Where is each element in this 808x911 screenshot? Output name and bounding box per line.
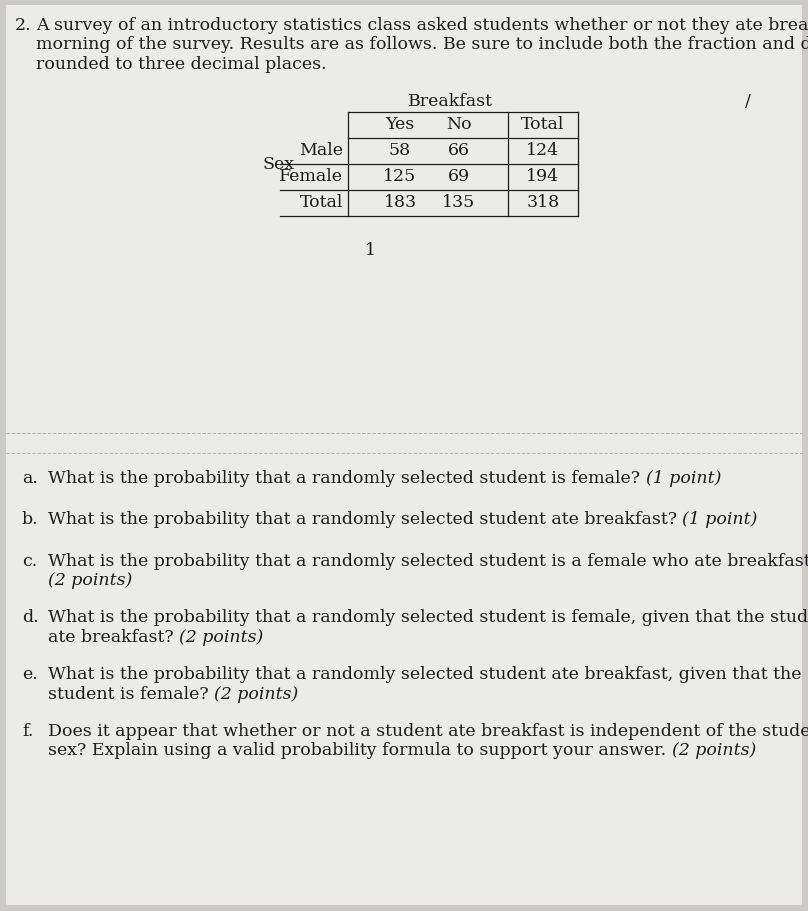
Text: What is the probability that a randomly selected student ate breakfast, given th: What is the probability that a randomly … bbox=[48, 666, 802, 682]
Text: Male: Male bbox=[299, 142, 343, 159]
Text: 318: 318 bbox=[527, 194, 560, 211]
Text: Breakfast: Breakfast bbox=[407, 93, 493, 110]
Text: student is female?: student is female? bbox=[48, 685, 214, 701]
Text: b.: b. bbox=[22, 511, 39, 527]
Text: 183: 183 bbox=[384, 194, 417, 211]
Text: Total: Total bbox=[300, 194, 343, 211]
Text: No: No bbox=[446, 116, 472, 133]
Text: What is the probability that a randomly selected student is a female who ate bre: What is the probability that a randomly … bbox=[48, 552, 808, 569]
Text: morning of the survey. Results are as follows. Be sure to include both the fract: morning of the survey. Results are as fo… bbox=[36, 36, 808, 54]
Text: A survey of an introductory statistics class asked students whether or not they : A survey of an introductory statistics c… bbox=[36, 17, 808, 34]
Text: (1 point): (1 point) bbox=[683, 511, 758, 527]
Text: 2.: 2. bbox=[15, 17, 32, 34]
Text: Does it appear that whether or not a student ate breakfast is independent of the: Does it appear that whether or not a stu… bbox=[48, 722, 808, 739]
Text: ate breakfast?: ate breakfast? bbox=[48, 629, 179, 645]
Text: 69: 69 bbox=[448, 168, 470, 185]
Text: (2 points): (2 points) bbox=[179, 629, 263, 645]
Text: (2 points): (2 points) bbox=[48, 571, 133, 589]
Text: Total: Total bbox=[521, 116, 565, 133]
Text: What is the probability that a randomly selected student is female?: What is the probability that a randomly … bbox=[48, 469, 646, 486]
Text: /: / bbox=[745, 93, 751, 110]
Text: Yes: Yes bbox=[385, 116, 415, 133]
Text: (2 points): (2 points) bbox=[214, 685, 298, 701]
Text: (2 points): (2 points) bbox=[671, 742, 755, 759]
Text: Sex: Sex bbox=[263, 156, 295, 173]
Text: 66: 66 bbox=[448, 142, 470, 159]
Text: What is the probability that a randomly selected student ate breakfast?: What is the probability that a randomly … bbox=[48, 511, 683, 527]
Text: (1 point): (1 point) bbox=[646, 469, 721, 486]
Text: f.: f. bbox=[22, 722, 33, 739]
Text: 125: 125 bbox=[383, 168, 417, 185]
Text: 58: 58 bbox=[389, 142, 411, 159]
Text: 194: 194 bbox=[527, 168, 560, 185]
Text: sex? Explain using a valid probability formula to support your answer.: sex? Explain using a valid probability f… bbox=[48, 742, 671, 759]
Text: rounded to three decimal places.: rounded to three decimal places. bbox=[36, 56, 326, 73]
Text: Female: Female bbox=[279, 168, 343, 185]
Text: 135: 135 bbox=[442, 194, 476, 211]
Text: e.: e. bbox=[22, 666, 38, 682]
Text: a.: a. bbox=[22, 469, 38, 486]
Text: 124: 124 bbox=[527, 142, 560, 159]
Text: 1: 1 bbox=[364, 241, 376, 259]
Text: What is the probability that a randomly selected student is female, given that t: What is the probability that a randomly … bbox=[48, 609, 808, 626]
Text: c.: c. bbox=[22, 552, 37, 569]
Text: d.: d. bbox=[22, 609, 39, 626]
